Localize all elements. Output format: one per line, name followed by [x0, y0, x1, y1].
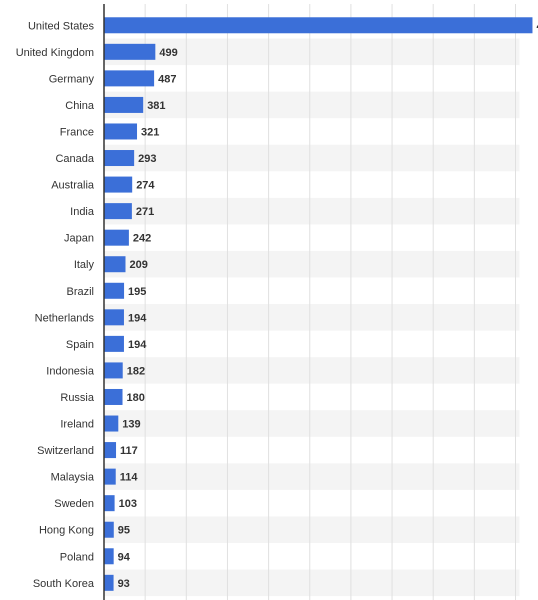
value-label: 381 [147, 100, 165, 112]
row-band [104, 463, 520, 490]
bar[interactable] [104, 362, 123, 379]
bars [104, 17, 533, 591]
value-label: 242 [133, 233, 151, 245]
bar[interactable] [104, 123, 138, 140]
value-label: 180 [127, 392, 145, 404]
row-band [104, 144, 520, 172]
value-label: 274 [136, 180, 155, 192]
row-band [104, 304, 520, 331]
category-label: Poland [60, 551, 94, 563]
category-label: Spain [66, 339, 94, 351]
category-label: France [60, 126, 94, 138]
category-label: Japan [64, 233, 94, 245]
row-band [104, 91, 520, 119]
value-label: 94 [118, 551, 131, 563]
value-label: 4,165 [536, 20, 538, 32]
bar[interactable] [104, 442, 117, 459]
gridlines [144, 4, 516, 600]
category-label: Hong Kong [39, 525, 94, 537]
bar[interactable] [104, 17, 533, 34]
bar[interactable] [104, 574, 114, 591]
category-labels: United States United Kingdom Germany China F… [16, 20, 95, 590]
bar[interactable] [104, 468, 116, 485]
category-label: Indonesia [46, 365, 95, 377]
category-label: India [70, 206, 95, 218]
value-label: 95 [118, 525, 130, 537]
value-label: 271 [136, 206, 154, 218]
bar[interactable] [104, 203, 132, 220]
value-label: 182 [127, 365, 145, 377]
category-label: Sweden [54, 498, 94, 510]
value-label: 487 [158, 73, 176, 85]
value-label: 103 [119, 498, 137, 510]
category-label: South Korea [33, 578, 95, 590]
value-label: 194 [128, 339, 147, 351]
value-label: 93 [118, 578, 130, 590]
value-label: 499 [159, 47, 177, 59]
bar[interactable] [104, 96, 144, 113]
bar[interactable] [104, 150, 135, 167]
row-band [104, 197, 520, 225]
bar[interactable] [104, 548, 114, 565]
bar[interactable] [104, 176, 133, 193]
bar[interactable] [104, 229, 129, 246]
row-band [104, 410, 520, 437]
category-label: United Kingdom [16, 47, 94, 59]
value-label: 117 [120, 445, 138, 457]
bar[interactable] [104, 282, 125, 299]
category-label: Russia [60, 392, 95, 404]
category-label: Ireland [60, 419, 94, 431]
row-band [104, 516, 520, 543]
bar[interactable] [104, 335, 124, 352]
value-label: 114 [120, 472, 139, 484]
category-label: Brazil [66, 286, 94, 298]
bar[interactable] [104, 309, 124, 326]
category-label: Malaysia [51, 472, 95, 484]
bar[interactable] [104, 70, 155, 87]
value-label: 139 [122, 419, 140, 431]
category-label: Netherlands [35, 312, 95, 324]
value-label: 321 [141, 126, 159, 138]
bar[interactable] [104, 43, 156, 60]
bar[interactable] [104, 521, 114, 538]
row-band [104, 569, 520, 597]
bar[interactable] [104, 388, 123, 405]
category-label: Germany [49, 73, 95, 85]
category-label: United States [28, 20, 95, 32]
bar[interactable] [104, 495, 115, 512]
category-label: Canada [55, 153, 94, 165]
category-label: Australia [51, 180, 95, 192]
row-band [104, 357, 520, 384]
category-label: China [65, 100, 95, 112]
row-bands [104, 38, 520, 597]
row-band [104, 250, 520, 278]
row-band [104, 38, 520, 66]
category-label: Switzerland [37, 445, 94, 457]
value-label: 195 [128, 286, 146, 298]
value-label: 209 [130, 259, 148, 271]
value-label: 293 [138, 153, 156, 165]
value-labels: 4,165 499 487 381 321 293 274 271 242 209 195 194 19… [118, 20, 538, 590]
category-label: Italy [74, 259, 95, 271]
bar[interactable] [104, 256, 126, 273]
bar[interactable] [104, 415, 119, 432]
value-label: 194 [128, 312, 147, 324]
